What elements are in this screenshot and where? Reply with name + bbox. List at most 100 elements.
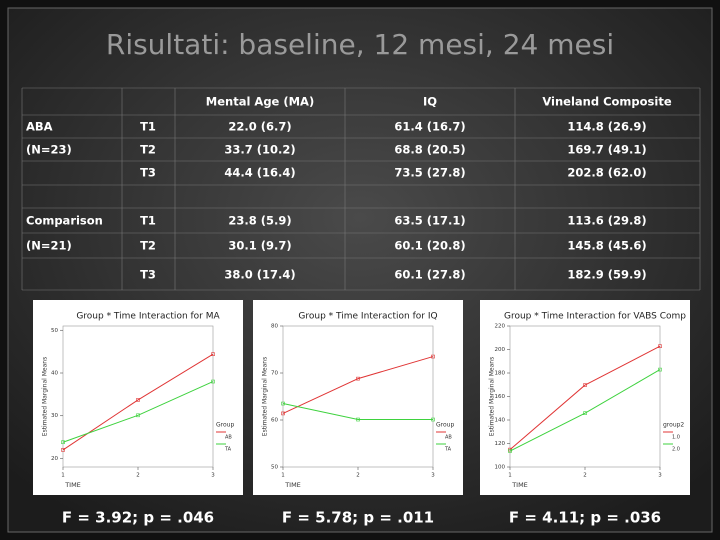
table-cell: 60.1 (20.8) [394,239,465,253]
x-tick-label: 1 [508,473,512,479]
y-tick-label: 20 [51,456,58,462]
table-cell: 22.0 (6.7) [228,120,291,134]
legend-label: AB [225,435,232,441]
legend-label: AB [445,435,452,441]
table-cell: 30.1 (9.7) [228,239,291,253]
time-label: T2 [140,239,156,253]
legend-label: TA [444,447,452,453]
series-marker [658,367,662,372]
table-cell: 60.1 (27.8) [394,268,465,282]
y-tick-label: 60 [271,418,278,424]
chart-title: Group * Time Interaction for MA [76,312,220,322]
series-marker [658,344,662,349]
x-tick-label: 3 [431,473,435,479]
y-tick-label: 50 [271,465,278,471]
y-axis-label: Estimated Marginal Means [262,357,269,436]
group-label: (N=23) [26,143,72,157]
table-cell: 38.0 (17.4) [224,268,295,282]
series-line [282,356,434,414]
y-tick-label: 50 [51,328,58,334]
group-label: (N=21) [26,239,72,253]
series-marker [61,448,65,452]
time-label: T2 [140,143,156,157]
series-line [282,403,433,421]
chart-caption: F = 5.78; p = .011 [282,509,434,527]
series-marker [136,413,140,418]
series-line [509,369,661,452]
x-tick-label: 2 [136,473,140,479]
x-tick-label: 3 [658,473,662,479]
series-marker [61,440,65,445]
chart: Group * Time Interaction for VABS Comp 10… [480,300,690,495]
time-label: T3 [140,166,156,180]
chart-caption: F = 4.11; p = .036 [509,509,661,527]
y-axis-label: Estimated Marginal Means [489,357,496,436]
table-cell: 145.8 (45.6) [567,239,646,253]
x-tick-label: 2 [356,473,360,479]
time-label: T1 [140,120,156,134]
x-tick-label: 2 [583,473,587,479]
y-tick-label: 30 [51,413,58,419]
y-tick-label: 220 [495,324,506,330]
series-marker [431,417,435,422]
column-header: IQ [423,95,437,109]
y-tick-label: 200 [495,347,506,353]
series-marker [431,354,435,359]
series-marker [211,379,215,384]
series-line [509,345,661,450]
series-marker [136,398,140,402]
legend-title: Group [436,422,454,429]
table-cell: 169.7 (49.1) [567,143,646,157]
table: Mental Age (MA) IQ Vineland Composite ABA (N… [21,87,701,291]
table-cell: 182.9 (59.9) [567,268,646,282]
series-marker [281,401,285,406]
plot-area [509,325,661,468]
y-tick-label: 160 [495,394,506,400]
series-marker [508,449,512,453]
y-tick-label: 140 [495,418,506,424]
series-marker [281,411,285,416]
table-cell: 33.7 (10.2) [224,143,295,157]
chart-title: Group * Time Interaction for VABS Comp [504,312,686,322]
y-tick-label: 120 [495,441,506,447]
chart-title: Group * Time Interaction for IQ [298,312,437,322]
plot-area [282,325,434,468]
series-marker [211,352,215,357]
x-axis-label: TIME [511,481,528,489]
plot-area [62,325,214,468]
y-axis-label: Estimated Marginal Means [42,357,49,436]
column-header: Mental Age (MA) [206,95,314,109]
group-label: ABA [26,120,53,134]
y-tick-label: 100 [495,465,506,471]
time-label: T1 [140,214,156,228]
series-line [62,381,214,443]
table-cell: 113.6 (29.8) [567,214,646,228]
table-cell: 61.4 (16.7) [394,120,465,134]
table-cell: 202.8 (62.0) [567,166,646,180]
x-tick-label: 1 [281,473,285,479]
x-axis-label: TIME [284,481,301,489]
y-tick-label: 70 [271,371,278,377]
series-marker [583,383,587,387]
time-label: T3 [140,268,156,282]
chart: Group * Time Interaction for IQ 50 60 70 80 1… [253,300,463,495]
x-axis-label: TIME [64,481,81,489]
legend-label: 2.0 [672,447,680,453]
legend-label: 1.0 [672,435,680,441]
series-marker [356,417,360,422]
group-label: Comparison [26,214,103,228]
legend-title: group2 [663,422,684,429]
chart: Group * Time Interaction for MA 20 30 40 50 1… [33,300,243,495]
x-tick-label: 1 [61,473,65,479]
table-cell: 73.5 (27.8) [394,166,465,180]
table-cell: 23.8 (5.9) [228,214,291,228]
series-marker [583,411,587,415]
legend-label: TA [224,447,232,453]
table-cell: 114.8 (26.9) [567,120,646,134]
x-tick-label: 3 [211,473,215,479]
table-cell: 68.8 (20.5) [394,143,465,157]
slide-title: Risultati: baseline, 12 mesi, 24 mesi [106,28,614,61]
y-tick-label: 180 [495,371,506,377]
y-tick-label: 40 [51,371,58,377]
